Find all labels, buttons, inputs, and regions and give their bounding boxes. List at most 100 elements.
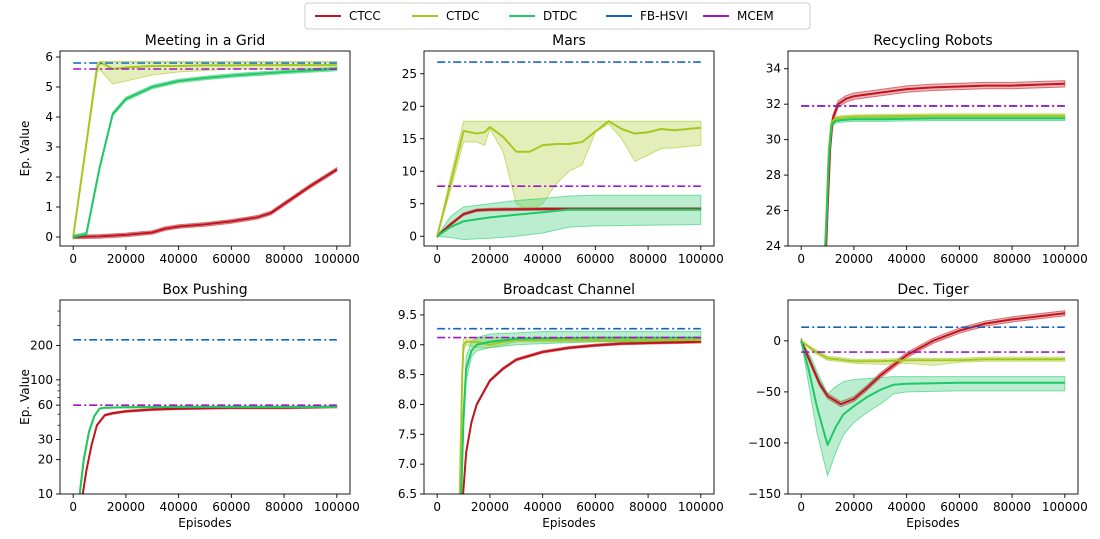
legend-box [304,2,811,30]
panel-meeting-in-a-grid-ytick-label: 6 [45,50,53,64]
panel-broadcast-channel-band-ctdc [459,337,702,494]
panel-dec-tiger: Dec. Tiger 0 20000 40000 60000 80000 100000 −15… [748,282,1088,530]
panel-recycling-robots-xtick-label: 40000 [888,252,926,266]
panel-mars-frame [423,50,715,247]
panel-mars-xtick-label: 80000 [629,252,667,266]
panel-broadcast-channel: Broadcast Channel 0 20000 40000 60000 80000 10… [398,282,724,530]
panel-recycling-robots-frame [787,50,1079,247]
panel-broadcast-channel-xtick-label: 80000 [629,500,667,514]
panel-dec-tiger-ytick-label: 0 [773,334,781,348]
panel-dec-tiger-xtick-label: 40000 [888,500,926,514]
panel-meeting-in-a-grid-ytick-label: 3 [45,140,53,154]
legend: CTCC CTDC DTDC FB-HSVI MCEM [304,2,811,30]
panel-dec-tiger-series-ctcc [800,312,1065,406]
panel-box-pushing-series-dtdc [78,405,337,494]
panel-recycling-robots-ytick-label: 30 [766,133,781,147]
panel-dec-tiger-ytick-label: −150 [748,487,781,501]
panel-recycling-robots-plot-area [801,80,1066,246]
panel-dec-tiger-plot-area [800,310,1066,478]
panel-dec-tiger-ytick-label: −50 [756,385,781,399]
panel-broadcast-channel-band-ctcc [462,340,702,494]
panel-mars-xtick-label: 100000 [678,252,724,266]
panel-dec-tiger-xtick-label: 60000 [940,500,978,514]
panel-box-pushing-band-ctdc [79,405,338,494]
panel-box-pushing-xtick-label: 60000 [212,500,250,514]
panel-mars-ytick-label: 25 [402,67,417,81]
panel-box-pushing-ytick-label: 100 [30,373,53,387]
panel-mars-ytick-label: 10 [402,164,417,178]
panel-dec-tiger-frame [787,299,1079,495]
legend-label-ctcc: CTCC [349,9,381,23]
panel-broadcast-channel-series-ctdc [458,338,701,494]
panel-broadcast-channel-ytick-label: 7.0 [398,457,417,471]
panel-recycling-robots-ytick-label: 24 [766,239,781,253]
panel-mars-ytick-label: 5 [409,197,417,211]
panel-meeting-in-a-grid-band-ctcc [72,166,338,240]
panel-broadcast-channel-series-ctcc [462,340,701,494]
panel-mars-series-ctdc [436,120,701,237]
panel-recycling-robots-series-dtdc [824,117,1065,246]
panel-recycling-robots-xtick-label: 20000 [835,252,873,266]
panel-dec-tiger-series-dtdc [800,340,1065,446]
panel-broadcast-channel-ytick-label: 9.5 [398,308,417,322]
panel-dec-tiger-title: Dec. Tiger [897,282,969,298]
panel-broadcast-channel-band-dtdc [460,331,702,494]
panel-broadcast-channel-ytick-label: 6.5 [398,487,417,501]
panel-mars-title: Mars [552,33,586,49]
panel-mars-ytick-label: 0 [409,229,417,243]
legend-label-fb-hsvi: FB-HSVI [640,9,688,23]
panel-mars-ytick-label: 15 [402,132,417,146]
panel-recycling-robots-ytick-label: 34 [766,62,781,76]
panel-broadcast-channel-xtick-label: 60000 [576,500,614,514]
panel-box-pushing-xtick-label: 40000 [160,500,198,514]
panel-dec-tiger-ytick-label: −100 [748,436,781,450]
panel-mars-ytick-label: 20 [402,99,417,113]
panel-box-pushing-series-ctdc [78,405,337,494]
panel-dec-tiger-band-ctdc [800,340,1066,366]
panel-box-pushing-series-ctcc [81,405,337,494]
panel-recycling-robots-xtick-label: 0 [797,252,805,266]
panel-meeting-in-a-grid-title: Meeting in a Grid [145,33,266,49]
panel-mars-xtick-label: 40000 [524,252,562,266]
panel-recycling-robots-ytick-label: 32 [766,97,781,111]
panel-box-pushing-ytick-label: 200 [30,338,53,352]
panel-broadcast-channel-series-dtdc [460,336,701,494]
panel-meeting-in-a-grid-band-ctdc [72,61,338,238]
panel-mars: Mars 0 20000 40000 60000 80000 100000 0 5 10 15 20 2… [402,33,724,266]
panel-dec-tiger-xtick-label: 0 [797,500,805,514]
panel-recycling-robots-xtick-label: 80000 [993,252,1031,266]
panel-recycling-robots-title: Recycling Robots [873,33,992,49]
panel-meeting-in-a-grid-xtick-label: 100000 [314,252,360,266]
panel-broadcast-channel-xlabel: Episodes [542,516,595,530]
panel-meeting-in-a-grid-series-ctdc [72,62,337,238]
panel-meeting-in-a-grid-ytick-label: 5 [45,80,53,94]
panel-mars-band-dtdc [436,194,702,241]
panel-box-pushing-ytick-label: 60 [38,398,53,412]
panel-meeting-in-a-grid-series-ctcc [73,168,338,238]
panel-box-pushing: Box Pushing 0 20000 40000 60000 80000 100000 10… [18,282,360,530]
panel-meeting-in-a-grid-ylabel: Ep. Value [18,121,32,177]
panel-dec-tiger-xtick-label: 80000 [993,500,1031,514]
panel-broadcast-channel-xtick-label: 40000 [524,500,562,514]
panel-meeting-in-a-grid-series-dtdc [72,68,337,238]
panel-broadcast-channel-ytick-label: 9.0 [398,338,417,352]
legend-label-mcem: MCEM [737,9,774,23]
panel-recycling-robots-ytick-label: 26 [766,204,781,218]
panel-meeting-in-a-grid-xtick-label: 60000 [212,252,250,266]
panel-mars-xtick-label: 20000 [471,252,509,266]
panel-box-pushing-ylabel: Ep. Value [18,369,32,425]
panel-meeting-in-a-grid-xtick-label: 0 [69,252,77,266]
panel-recycling-robots-xtick-label: 60000 [940,252,978,266]
panel-meeting-in-a-grid-ytick-label: 2 [45,170,53,184]
panel-recycling-robots: Recycling Robots 0 20000 40000 60000 80000 100… [766,33,1088,266]
panel-meeting-in-a-grid-frame [59,50,351,247]
panel-broadcast-channel-plot-area [437,327,702,494]
panel-broadcast-channel-ytick-label: 7.5 [398,427,417,441]
panel-mars-xtick-label: 60000 [576,252,614,266]
panel-box-pushing-xlabel: Episodes [178,516,231,530]
panel-meeting-in-a-grid-xtick-label: 80000 [265,252,303,266]
panel-meeting-in-a-grid-ytick-label: 1 [45,200,53,214]
panel-box-pushing-band-ctcc [82,405,338,494]
